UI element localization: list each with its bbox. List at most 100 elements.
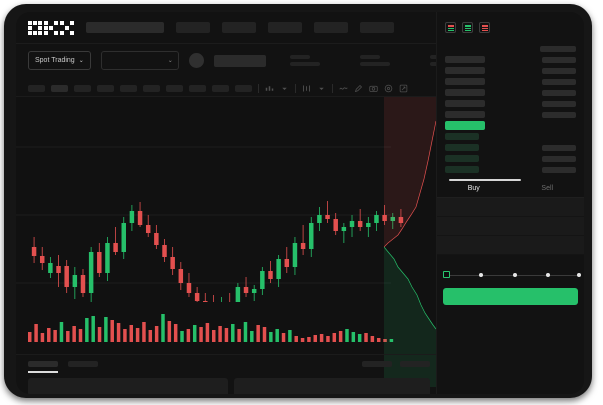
- orderbook-mode-both-icon[interactable]: [445, 22, 456, 33]
- toolbar-divider: [332, 83, 333, 93]
- tab-buy[interactable]: Buy: [467, 185, 480, 192]
- top-nav: [16, 12, 584, 44]
- orderbook-row[interactable]: [445, 109, 576, 120]
- bottom-panel: [16, 354, 436, 394]
- stat-2-value: [359, 62, 390, 66]
- pair-price-placeholder: [213, 54, 266, 67]
- orderbook-price-cell: [445, 144, 479, 151]
- indicator-icon[interactable]: [265, 84, 274, 93]
- slider-track: [445, 275, 578, 276]
- orderbook-mode-asks-icon[interactable]: [479, 22, 490, 33]
- volume-series: [28, 314, 394, 342]
- orderbook-last-price-row[interactable]: [445, 120, 576, 131]
- line-style-icon[interactable]: [339, 84, 348, 93]
- timeframe-6m[interactable]: [166, 84, 183, 92]
- bottom-tab-active-underline: [28, 371, 58, 373]
- okx-logo-k: [44, 20, 58, 35]
- bottom-cards: [16, 373, 436, 394]
- tab-sell[interactable]: Sell: [541, 185, 554, 192]
- orderbook-row[interactable]: [445, 76, 576, 87]
- fullscreen-icon[interactable]: [399, 84, 408, 93]
- slider-stop-50[interactable]: [513, 272, 518, 277]
- orderbook-row[interactable]: [445, 87, 576, 98]
- orderbook-price-cell: [445, 100, 485, 107]
- market-type-label: Spot Trading: [35, 57, 75, 64]
- chart-gridlines: [16, 146, 391, 284]
- stat-2: [359, 55, 390, 66]
- order-field-amount[interactable]: [437, 217, 584, 236]
- slider-handle[interactable]: [443, 271, 450, 278]
- timeframe-all[interactable]: [212, 84, 229, 92]
- orderbook-row[interactable]: [445, 164, 576, 175]
- depth-ask-line: [384, 120, 436, 248]
- timeframe-1m[interactable]: [120, 84, 137, 92]
- pencil-icon[interactable]: [354, 84, 363, 93]
- chart-toolbar: [16, 80, 436, 96]
- timeframe-1h[interactable]: [28, 84, 45, 92]
- order-side-tabs: Buy Sell: [437, 181, 584, 198]
- right-panel: Buy Sell: [436, 12, 584, 394]
- orderbook-size-cell: [542, 144, 576, 151]
- timeframe-1w[interactable]: [97, 84, 114, 92]
- slider-stop-100[interactable]: [576, 272, 581, 277]
- orderbook-mode-switch: [437, 12, 584, 39]
- order-field-price[interactable]: [437, 198, 584, 217]
- bottom-card-1[interactable]: [28, 377, 228, 394]
- stat-1: [289, 55, 320, 66]
- bottom-action-1[interactable]: [362, 361, 392, 367]
- nav-item-4-placeholder[interactable]: [314, 22, 348, 33]
- slider-stop-25[interactable]: [479, 272, 484, 277]
- indicator-caret-icon[interactable]: [280, 84, 289, 93]
- orderbook-row[interactable]: [445, 153, 576, 164]
- candles-group: [31, 201, 404, 302]
- orderbook-price-cell: [445, 155, 479, 162]
- orderbook-row[interactable]: [445, 142, 576, 153]
- depth-ask-area: [384, 97, 436, 247]
- okx-logo-x: [60, 20, 74, 35]
- timeframe-3m[interactable]: [143, 84, 160, 92]
- orderbook-scrollbar[interactable]: [449, 179, 521, 181]
- orderbook-bids: [445, 131, 576, 175]
- orderbook-size-cell: [542, 67, 576, 74]
- orderbook[interactable]: [437, 39, 584, 181]
- market-type-dropdown[interactable]: Spot Trading ⌄: [28, 51, 91, 70]
- bottom-action-2[interactable]: [400, 361, 430, 367]
- stat-1-value: [289, 62, 320, 66]
- price-chart[interactable]: [16, 96, 436, 387]
- bottom-tab-open-orders[interactable]: [28, 361, 58, 367]
- orderbook-mode-bids-icon[interactable]: [462, 22, 473, 33]
- nav-item-1-placeholder[interactable]: [176, 22, 210, 33]
- okx-logo[interactable]: [28, 20, 74, 35]
- timeframe-1d[interactable]: [74, 84, 91, 92]
- timeframe-4h[interactable]: [51, 84, 68, 92]
- nav-search-placeholder[interactable]: [86, 22, 164, 33]
- nav-item-2-placeholder[interactable]: [222, 22, 256, 33]
- compare-caret-icon[interactable]: [317, 84, 326, 93]
- depth-bid-area: [384, 247, 436, 387]
- stat-1-label: [289, 55, 310, 59]
- bottom-card-2[interactable]: [234, 377, 430, 394]
- orderbook-price-cell: [445, 78, 485, 85]
- orderbook-row[interactable]: [445, 65, 576, 76]
- pair-dropdown[interactable]: ⌄: [100, 51, 179, 70]
- timeframe-more[interactable]: [235, 84, 252, 92]
- amount-slider[interactable]: [443, 271, 581, 281]
- settings-icon[interactable]: [384, 84, 393, 93]
- bottom-tab-order-history[interactable]: [68, 361, 98, 367]
- orderbook-size-cell: [542, 166, 576, 173]
- compare-icon[interactable]: [302, 84, 311, 93]
- nav-item-5-placeholder[interactable]: [360, 22, 394, 33]
- nav-item-3-placeholder[interactable]: [268, 22, 302, 33]
- camera-icon[interactable]: [369, 84, 378, 93]
- orderbook-row[interactable]: [445, 54, 576, 65]
- orderbook-size-cell: [542, 111, 576, 118]
- slider-stop-75[interactable]: [545, 272, 550, 277]
- orderbook-price-cell: [445, 133, 479, 140]
- order-field-total[interactable]: [437, 236, 584, 255]
- place-buy-order-button[interactable]: [443, 288, 578, 305]
- timeframe-1y[interactable]: [189, 84, 206, 92]
- orderbook-header-row: [445, 43, 576, 54]
- orderbook-row[interactable]: [445, 131, 576, 142]
- orderbook-row[interactable]: [445, 98, 576, 109]
- last-price-highlight: [445, 121, 485, 130]
